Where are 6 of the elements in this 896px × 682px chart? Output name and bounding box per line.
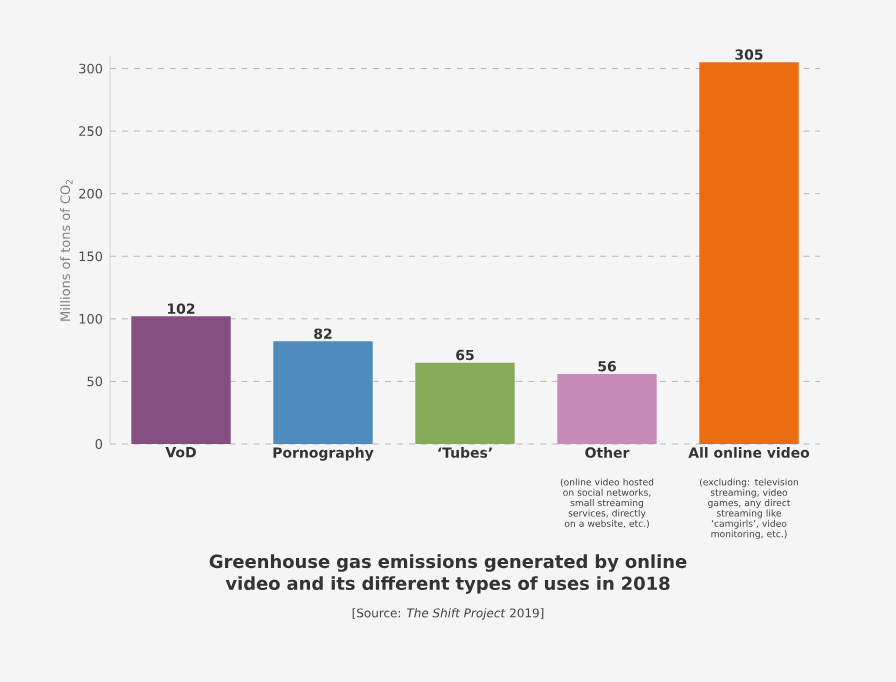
bar [415,362,515,444]
bar [557,373,657,444]
bar [273,341,373,444]
bar [131,316,231,444]
text: Greenhouse gas emissions generated by online video and its different types of uses in 2018 [209,554,687,594]
bar [699,62,799,444]
